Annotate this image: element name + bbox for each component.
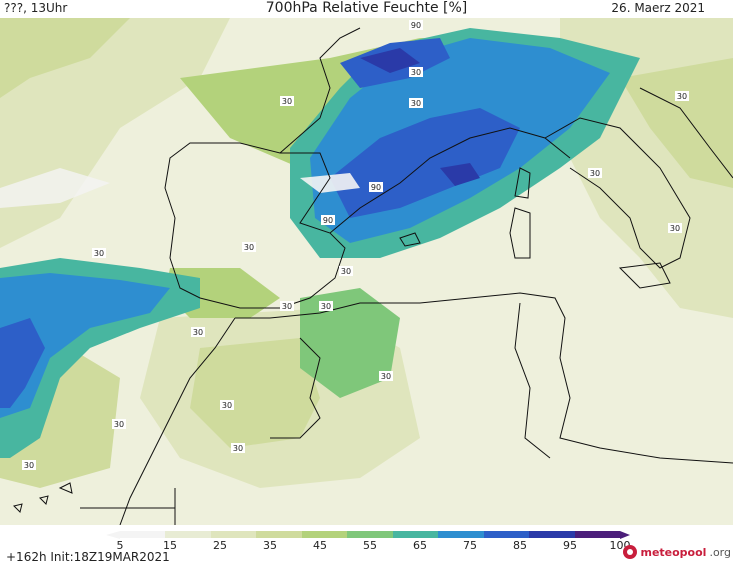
iberia-coast	[164, 142, 346, 309]
colorbar-tick-label: 75	[463, 539, 477, 552]
humidity-band-algeria	[300, 288, 400, 398]
contour-label-30: 30	[411, 68, 421, 77]
colorbar-tick-label: 65	[413, 539, 427, 552]
contour-label-30: 30	[24, 461, 34, 470]
humidity-max-north	[360, 48, 420, 73]
contour-label-30: 30	[341, 267, 351, 276]
humidity-zone-ne	[620, 58, 733, 188]
humidity-core-atlantic	[0, 273, 170, 418]
colorbar-segment	[347, 531, 393, 538]
contour-label-30: 30	[411, 99, 421, 108]
humidity-zone-atlas	[190, 338, 320, 448]
colorbar-segment	[529, 531, 575, 538]
humidity-zone-nw	[0, 18, 130, 98]
contour-label-30: 30	[590, 169, 600, 178]
humidity-map: 90 30 30 30 30 90 90 30 30 30 30 30 30	[0, 18, 733, 525]
algeria-border	[270, 337, 321, 439]
humidity-peak-atlantic	[0, 318, 45, 408]
sicily	[618, 262, 671, 289]
contour-label-30: 30	[381, 372, 391, 381]
colorbar-tick-label: 35	[263, 539, 277, 552]
contour-label-30: 30	[222, 401, 232, 410]
corsica	[514, 167, 531, 199]
colorbar-segment	[256, 531, 302, 538]
contour-label-30: 30	[677, 92, 687, 101]
contour-label-30: 30	[321, 302, 331, 311]
forecast-date: 26. Maerz 2021	[611, 1, 705, 15]
colorbar-segment	[165, 531, 211, 538]
brand-logo[interactable]: meteopool .org	[623, 545, 731, 559]
mallorca	[399, 232, 421, 247]
colorbar	[120, 531, 620, 538]
morocco-coast	[119, 317, 236, 525]
brand-name: meteopool	[640, 545, 707, 559]
sardinia	[509, 207, 531, 259]
canary-islands	[13, 482, 73, 513]
colorbar-tick-label: 55	[363, 539, 377, 552]
colorbar-segment	[301, 531, 348, 538]
colorbar-tick-label: 25	[213, 539, 227, 552]
tunisia-border	[514, 302, 551, 459]
dry-streak-2	[300, 173, 360, 193]
france-west-coast	[279, 27, 361, 154]
colorbar-min-arrow	[106, 531, 120, 539]
contour-label-30: 30	[94, 249, 104, 258]
contour-labels: 90 30 30 30 30 90 90 30 30 30 30 30 30	[22, 20, 689, 470]
colorbar-segment	[483, 531, 530, 538]
contour-label-30: 30	[114, 420, 124, 429]
colorbar-segment	[120, 531, 166, 538]
north-africa-coast	[235, 292, 733, 464]
france-med-coast	[329, 127, 571, 234]
dry-streak-1	[0, 168, 110, 208]
dry-zone-sahara	[500, 418, 733, 525]
chart-title: 700hPa Relative Feuchte [%]	[265, 0, 468, 16]
colorbar-segment	[438, 531, 484, 538]
coastlines	[80, 27, 733, 525]
map-canvas: 90 30 30 30 30 90 90 30 30 30 30 30 30	[0, 18, 733, 525]
colorbar-segment	[392, 531, 439, 538]
colorbar-max-arrow	[620, 531, 630, 539]
contour-label-30: 30	[670, 224, 680, 233]
contour-label-90: 90	[371, 183, 381, 192]
italy-coast	[544, 117, 691, 269]
colorbar-tick-label: 45	[313, 539, 327, 552]
contour-label-30: 30	[282, 97, 292, 106]
init-time-label: +162h Init:18Z19MAR2021	[6, 550, 170, 564]
colorbar-tick-label: 85	[513, 539, 527, 552]
contour-label-90: 90	[411, 21, 421, 30]
brand-tld: .org	[709, 545, 731, 559]
footer-bar: 5 15 25 35 45 55 65 75 85 95 100 +162h Init:18Z19M…	[0, 525, 733, 566]
contour-label-30: 30	[244, 243, 254, 252]
forecast-time-label: ???, 13Uhr	[4, 1, 68, 15]
contour-label-30: 30	[233, 444, 243, 453]
colorbar-segment	[574, 531, 620, 538]
header-bar: ???, 13Uhr 700hPa Relative Feuchte [%] 2…	[0, 0, 733, 18]
contour-label-90: 90	[323, 216, 333, 225]
adriatic-coast	[639, 87, 733, 179]
humidity-max-central	[440, 163, 480, 186]
colorbar-tick-label: 95	[563, 539, 577, 552]
meteopool-icon	[623, 545, 638, 559]
contour-label-30: 30	[282, 302, 292, 311]
contour-label-30: 30	[193, 328, 203, 337]
colorbar-tick-label: 5	[116, 539, 124, 552]
colorbar-segment	[210, 531, 257, 538]
colorbar-tick-label: 15	[163, 539, 177, 552]
